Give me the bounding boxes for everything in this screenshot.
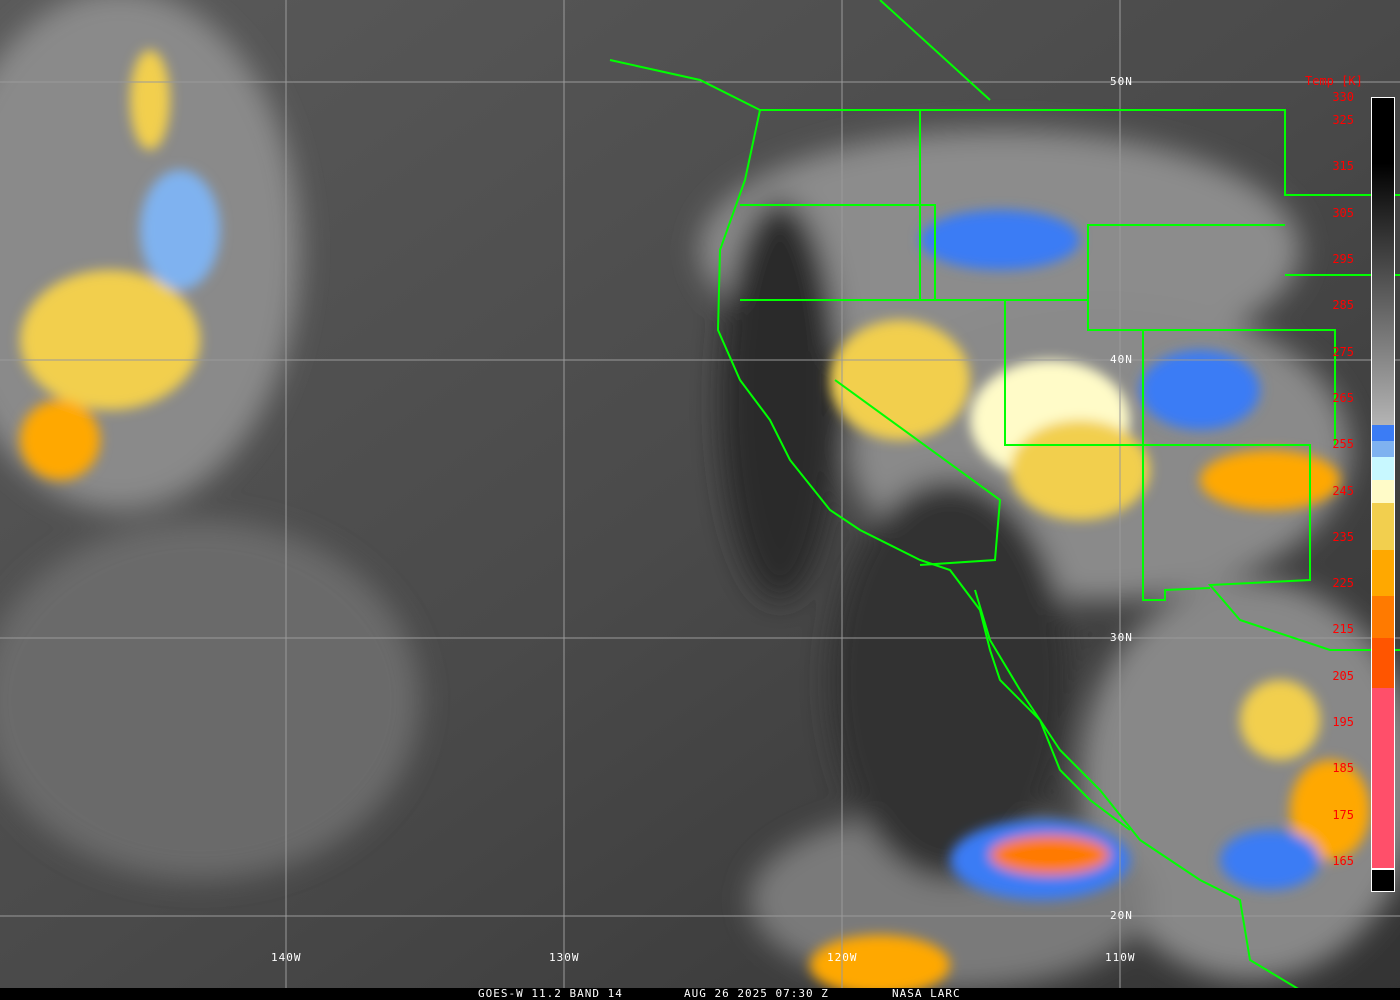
lon-label: 120W bbox=[827, 951, 858, 964]
coastlines-borders bbox=[609, 0, 1400, 991]
colorbar-tick-label: 285 bbox=[1332, 298, 1354, 313]
colorbar-tick-label: 275 bbox=[1332, 344, 1354, 359]
colorbar-tick-label: 215 bbox=[1332, 622, 1354, 637]
colorbar bbox=[1371, 97, 1395, 892]
footer-caption: GOES-W 11.2 BAND 14 AUG 26 2025 07:30 Z … bbox=[0, 988, 1400, 1000]
lat-label: 40N bbox=[1110, 353, 1133, 366]
colorbar-tick-label: 185 bbox=[1332, 761, 1354, 776]
colorbar-tick-label: 165 bbox=[1332, 853, 1354, 868]
lon-label: 130W bbox=[549, 951, 580, 964]
lon-label: 140W bbox=[271, 951, 302, 964]
lat-label: 20N bbox=[1110, 909, 1133, 922]
colorbar-tick-label: 265 bbox=[1332, 390, 1354, 405]
colorbar-tick-label: 195 bbox=[1332, 715, 1354, 730]
colorbar-title: Temp [K] bbox=[1305, 74, 1363, 88]
colorbar-tick-label: 315 bbox=[1332, 159, 1354, 174]
colorbar-tick-label: 330 bbox=[1332, 90, 1354, 104]
colorbar-tick-label: 245 bbox=[1332, 483, 1354, 498]
lat-label: 50N bbox=[1110, 75, 1133, 88]
colorbar-tick-label: 255 bbox=[1332, 437, 1354, 452]
colorbar-tick-label: 225 bbox=[1332, 576, 1354, 591]
colorbar-tick-label: 235 bbox=[1332, 529, 1354, 544]
colorbar-tick-label: 325 bbox=[1332, 113, 1354, 128]
satellite-band: GOES-W 11.2 BAND 14 bbox=[478, 987, 623, 1000]
lat-label: 30N bbox=[1110, 631, 1133, 644]
credit: NASA LARC bbox=[892, 987, 961, 1000]
colorbar-tick-label: 205 bbox=[1332, 668, 1354, 683]
colorbar-tick-label: 175 bbox=[1332, 807, 1354, 822]
colorbar-tick-label: 295 bbox=[1332, 252, 1354, 267]
colorbar-tick-label: 305 bbox=[1332, 205, 1354, 220]
lon-label: 110W bbox=[1105, 951, 1136, 964]
timestamp: AUG 26 2025 07:30 Z bbox=[684, 987, 829, 1000]
